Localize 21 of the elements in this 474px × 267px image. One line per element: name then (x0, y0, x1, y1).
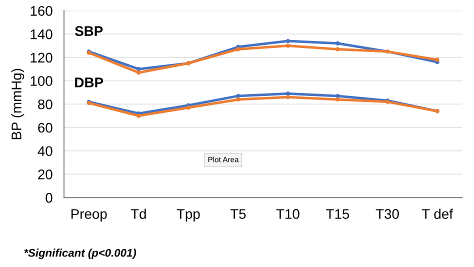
y-tick-label: 120 (30, 52, 52, 63)
annotation: DBP (75, 78, 104, 88)
text: *Significant (p<0.001) (24, 248, 136, 259)
y-tick-label: 20 (38, 170, 52, 180)
x-tick-label: T30 (376, 209, 399, 219)
x-tick-label: Tpp (176, 209, 200, 222)
x-tick-label: T def (422, 208, 453, 219)
x-tick-label: T5 (230, 209, 246, 219)
annotation: SBP (74, 26, 103, 36)
x-tick-label: T10 (276, 209, 300, 219)
y-tick-label: 40 (38, 146, 52, 156)
y-tick-label: 140 (30, 29, 52, 40)
y-tick-label: 160 (30, 6, 52, 16)
y-tick-label: 100 (30, 76, 52, 86)
y-tick-label: 60 (38, 122, 52, 133)
x-tick-label: T15 (326, 209, 350, 219)
x-tick-label: Preop (71, 209, 107, 222)
y-tick-label: 0 (46, 192, 52, 203)
x-tick-label: Td (130, 208, 146, 219)
y-tick-label: 80 (38, 99, 52, 110)
y-axis-title: BP (mmHg) (11, 68, 24, 140)
